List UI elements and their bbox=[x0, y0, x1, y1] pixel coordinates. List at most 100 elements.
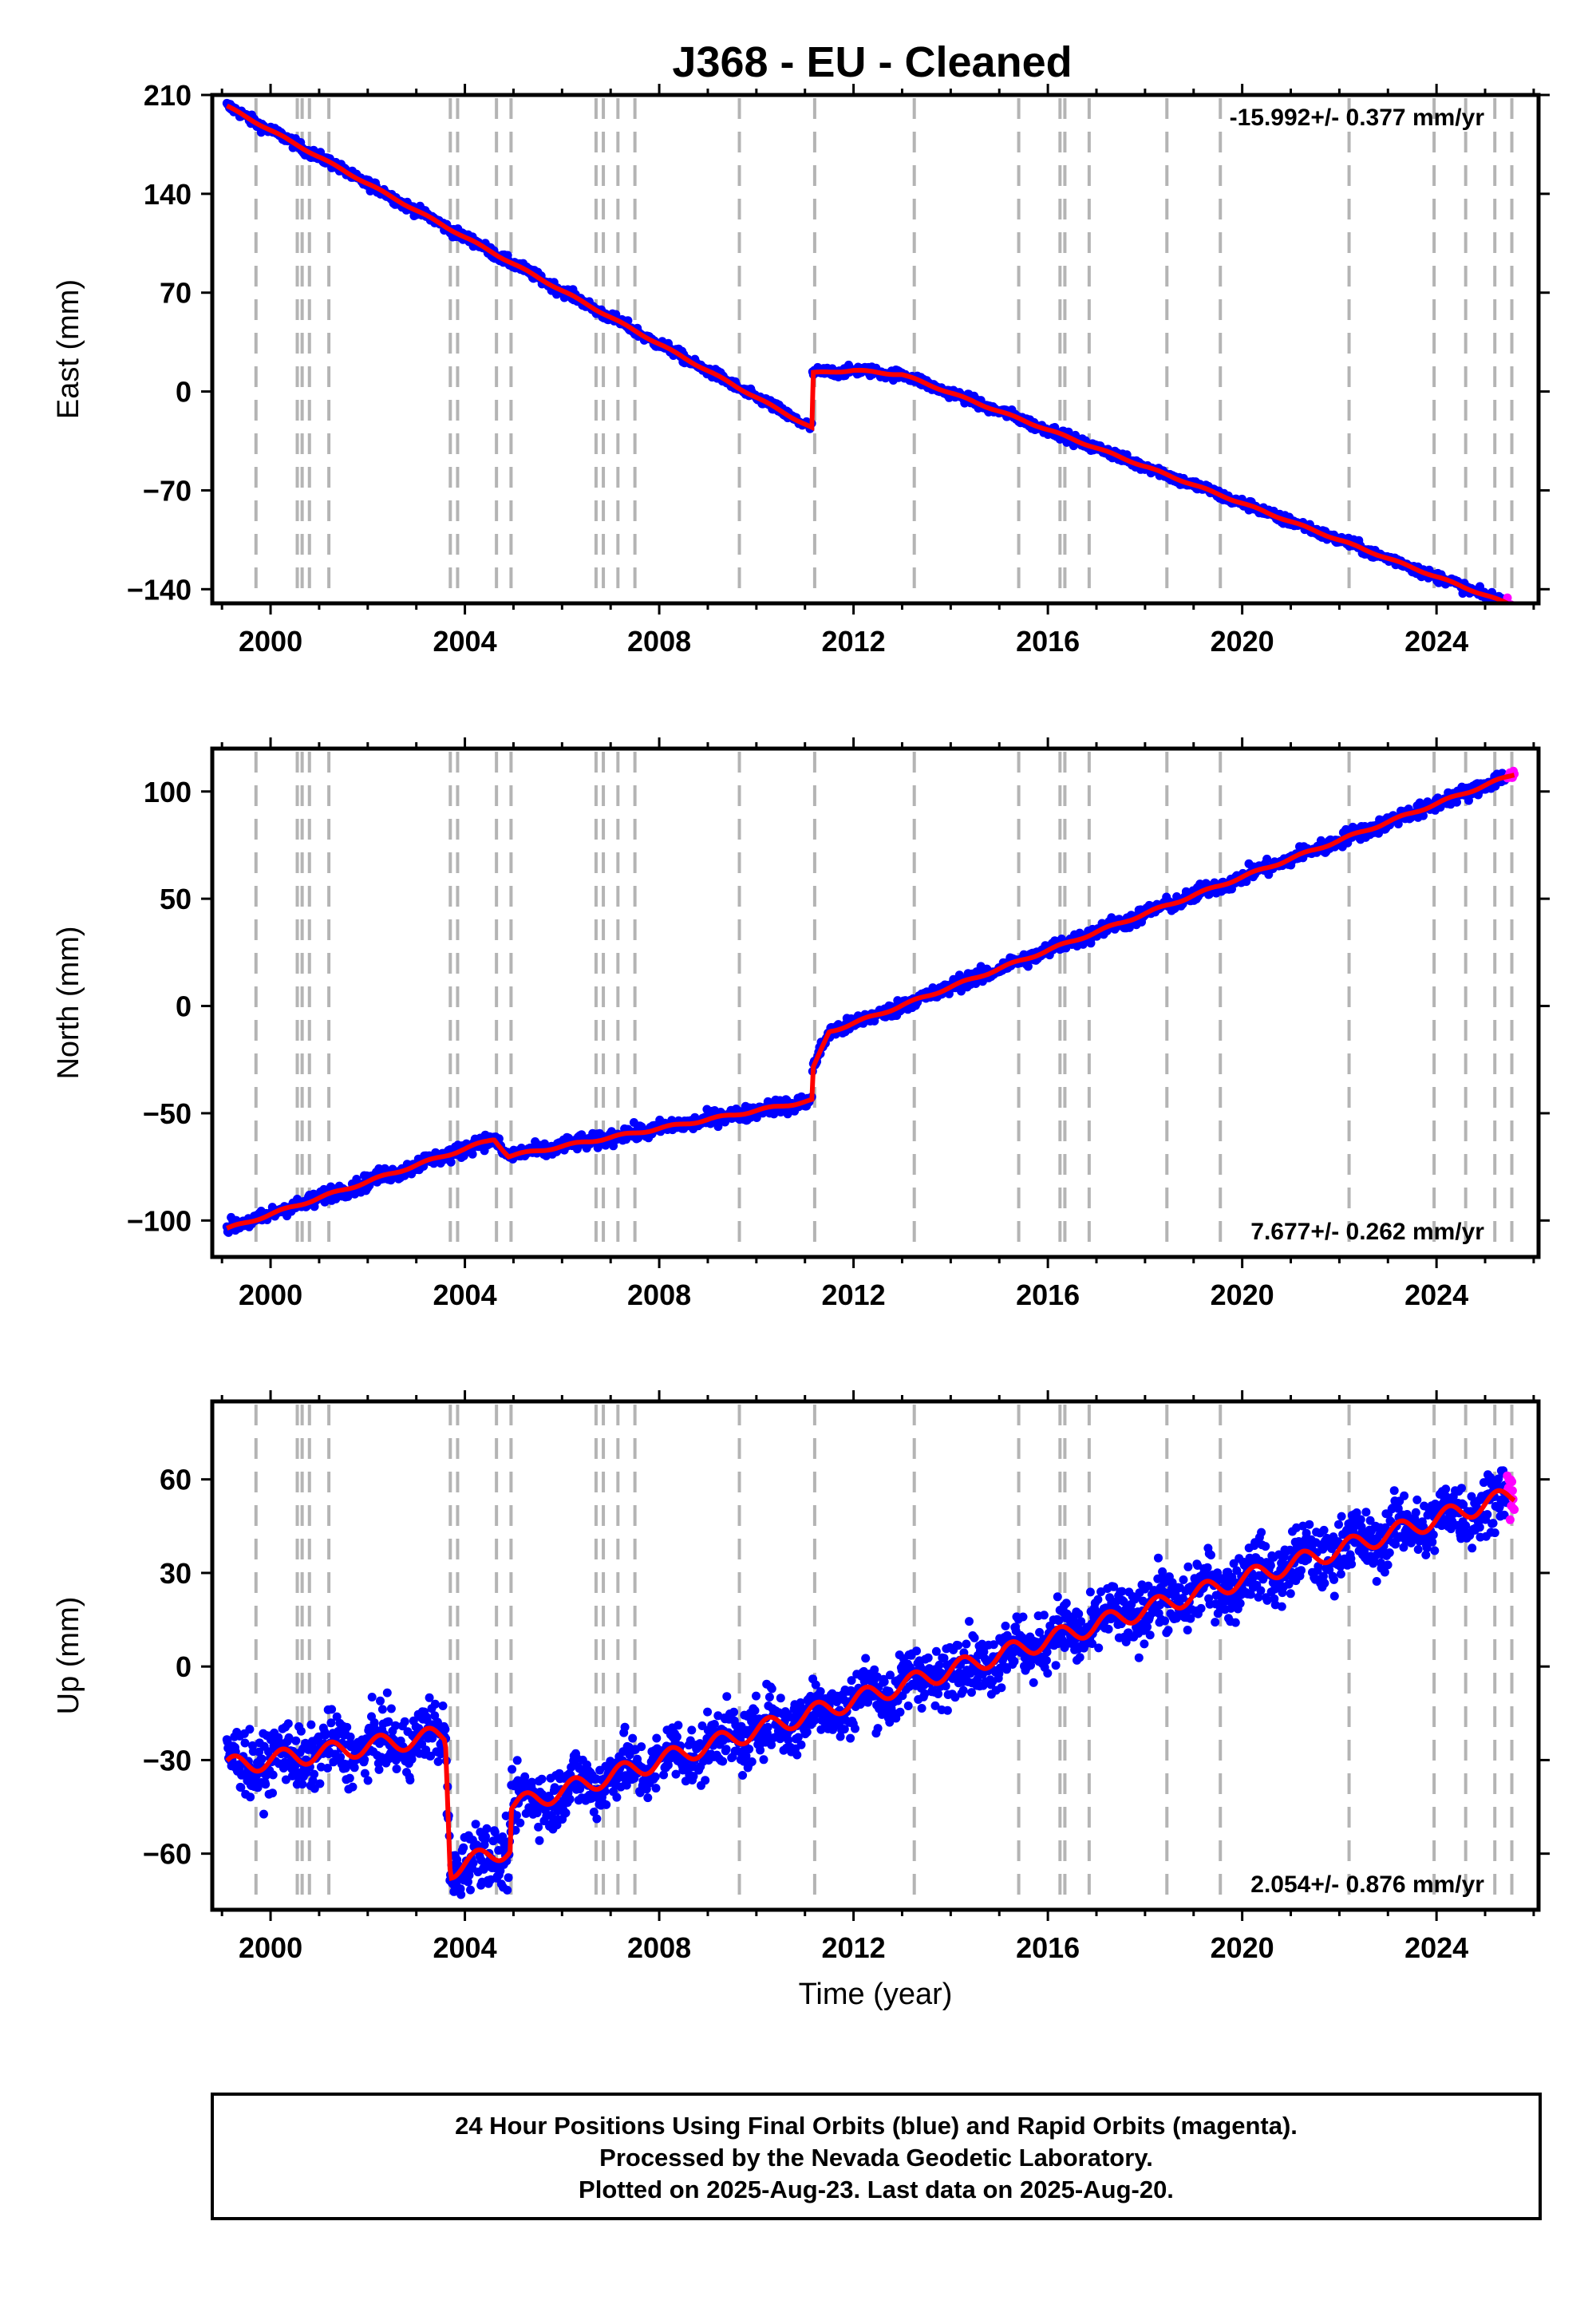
y-tick-label: 70 bbox=[160, 277, 192, 310]
final-orbit-point bbox=[296, 1726, 306, 1736]
final-orbit-point bbox=[1419, 811, 1428, 820]
final-orbit-point bbox=[1075, 1653, 1084, 1662]
final-orbit-point bbox=[722, 1692, 732, 1701]
final-orbit-point bbox=[440, 1725, 450, 1734]
y-tick-label: 0 bbox=[176, 376, 192, 409]
final-orbit-point bbox=[1134, 1653, 1144, 1662]
final-orbit-point bbox=[672, 1732, 681, 1741]
final-orbit-point bbox=[650, 1772, 660, 1781]
final-orbit-point bbox=[327, 1705, 337, 1714]
final-orbit-point bbox=[1023, 962, 1033, 971]
final-orbit-point bbox=[363, 1776, 373, 1785]
figure-title: J368 - EU - Cleaned bbox=[672, 38, 1072, 86]
final-orbit-point bbox=[1001, 1621, 1010, 1630]
y-tick-label: 140 bbox=[144, 178, 192, 211]
final-orbit-point bbox=[769, 1109, 779, 1119]
final-orbit-point bbox=[750, 1705, 760, 1715]
final-orbit-point bbox=[537, 1774, 547, 1784]
velocity-rate-label: 7.677+/- 0.262 mm/yr bbox=[1250, 1219, 1484, 1245]
y-tick-label: 100 bbox=[144, 776, 192, 808]
final-orbit-point bbox=[912, 1646, 921, 1656]
final-orbit-point bbox=[350, 1763, 359, 1773]
final-orbit-point bbox=[481, 1832, 490, 1841]
final-orbit-point bbox=[873, 1724, 883, 1733]
final-orbit-point bbox=[1094, 1643, 1104, 1653]
final-orbit-point bbox=[643, 1793, 653, 1803]
final-orbit-point bbox=[261, 1780, 271, 1789]
final-orbit-point bbox=[471, 1820, 480, 1829]
final-orbit-point bbox=[1051, 1661, 1061, 1670]
data-points bbox=[222, 98, 1517, 615]
x-tick-label: 2004 bbox=[433, 625, 497, 658]
final-orbit-point bbox=[721, 1745, 731, 1754]
y-tick-label: −70 bbox=[143, 474, 192, 507]
final-orbit-point bbox=[392, 1765, 401, 1773]
north-panel: 2000 2004 2008 2012 2016 2020 2024100500−50−10… bbox=[52, 737, 1550, 1311]
final-orbit-point bbox=[703, 1707, 713, 1717]
x-tick-label: 2016 bbox=[1016, 1279, 1080, 1311]
final-orbit-point bbox=[1039, 1611, 1049, 1620]
final-orbit-point bbox=[1163, 1626, 1173, 1635]
final-orbit-point bbox=[745, 1745, 754, 1754]
final-orbit-point bbox=[764, 1693, 774, 1701]
final-orbit-point bbox=[407, 1754, 417, 1764]
x-tick-label: 2024 bbox=[1404, 1279, 1468, 1311]
final-orbit-point bbox=[374, 1765, 384, 1774]
final-orbit-point bbox=[1053, 1592, 1062, 1602]
final-orbit-point bbox=[759, 1755, 768, 1765]
final-orbit-point bbox=[796, 1740, 806, 1749]
y-tick-label: 0 bbox=[176, 990, 192, 1023]
y-tick-label: 210 bbox=[144, 79, 192, 112]
final-orbit-point bbox=[446, 1157, 456, 1167]
final-orbit-point bbox=[1452, 797, 1461, 807]
final-orbit-point bbox=[259, 1809, 268, 1819]
x-tick-label: 2000 bbox=[239, 625, 302, 658]
final-orbit-point bbox=[652, 1733, 662, 1743]
final-orbit-point bbox=[377, 1705, 387, 1714]
final-orbit-point bbox=[903, 1701, 913, 1710]
y-tick-label: 50 bbox=[160, 883, 192, 915]
final-orbit-point bbox=[609, 1141, 618, 1151]
final-orbit-point bbox=[342, 1722, 352, 1732]
final-orbit-point bbox=[861, 1654, 871, 1663]
final-orbit-point bbox=[1203, 1563, 1212, 1572]
final-orbit-point bbox=[1093, 1595, 1103, 1604]
final-orbit-point bbox=[565, 1794, 575, 1804]
final-orbit-point bbox=[923, 1653, 933, 1662]
final-orbit-point bbox=[620, 1722, 630, 1732]
final-orbit-point bbox=[1085, 1587, 1095, 1597]
final-orbit-point bbox=[306, 1720, 316, 1729]
final-orbit-point bbox=[628, 1733, 638, 1743]
final-orbit-point bbox=[345, 1773, 354, 1783]
final-orbit-point bbox=[1196, 1603, 1206, 1613]
final-orbit-point bbox=[438, 1701, 448, 1710]
final-orbit-point bbox=[1179, 1575, 1188, 1584]
final-orbit-point bbox=[466, 1885, 475, 1895]
final-orbit-point bbox=[246, 1792, 255, 1802]
final-orbit-point bbox=[747, 1757, 757, 1766]
final-orbit-point bbox=[298, 1780, 307, 1789]
final-orbit-point bbox=[792, 1750, 802, 1760]
final-orbit-point bbox=[958, 1686, 968, 1695]
final-orbit-point bbox=[1029, 1678, 1038, 1687]
y-tick-label: −100 bbox=[127, 1204, 192, 1237]
final-orbit-point bbox=[816, 1687, 825, 1696]
final-orbit-point bbox=[879, 1677, 889, 1686]
final-orbit-point bbox=[1041, 1656, 1051, 1665]
x-tick-label: 2020 bbox=[1211, 625, 1274, 658]
final-orbit-point bbox=[1145, 1630, 1155, 1640]
final-orbit-point bbox=[369, 1718, 379, 1727]
final-orbit-point bbox=[348, 1782, 358, 1792]
final-orbit-point bbox=[1154, 1553, 1163, 1563]
rapid-orbit-point bbox=[1505, 606, 1514, 615]
x-tick-label: 2004 bbox=[433, 1279, 497, 1311]
final-orbit-point bbox=[1211, 1618, 1220, 1627]
final-orbit-point bbox=[561, 1808, 571, 1818]
up-panel: 2000 2004 2008 2012 2016 2020 202460300−30−60U… bbox=[52, 1390, 1550, 2011]
east-panel: 2000 2004 2008 2012 2016 2020 2024210140700−70… bbox=[52, 79, 1550, 658]
final-orbit-point bbox=[783, 1109, 792, 1119]
final-orbit-point bbox=[283, 1719, 293, 1729]
velocity-rate-label: -15.992+/- 0.377 mm/yr bbox=[1230, 105, 1485, 131]
final-orbit-point bbox=[1074, 1609, 1084, 1618]
final-orbit-point bbox=[459, 1843, 468, 1852]
